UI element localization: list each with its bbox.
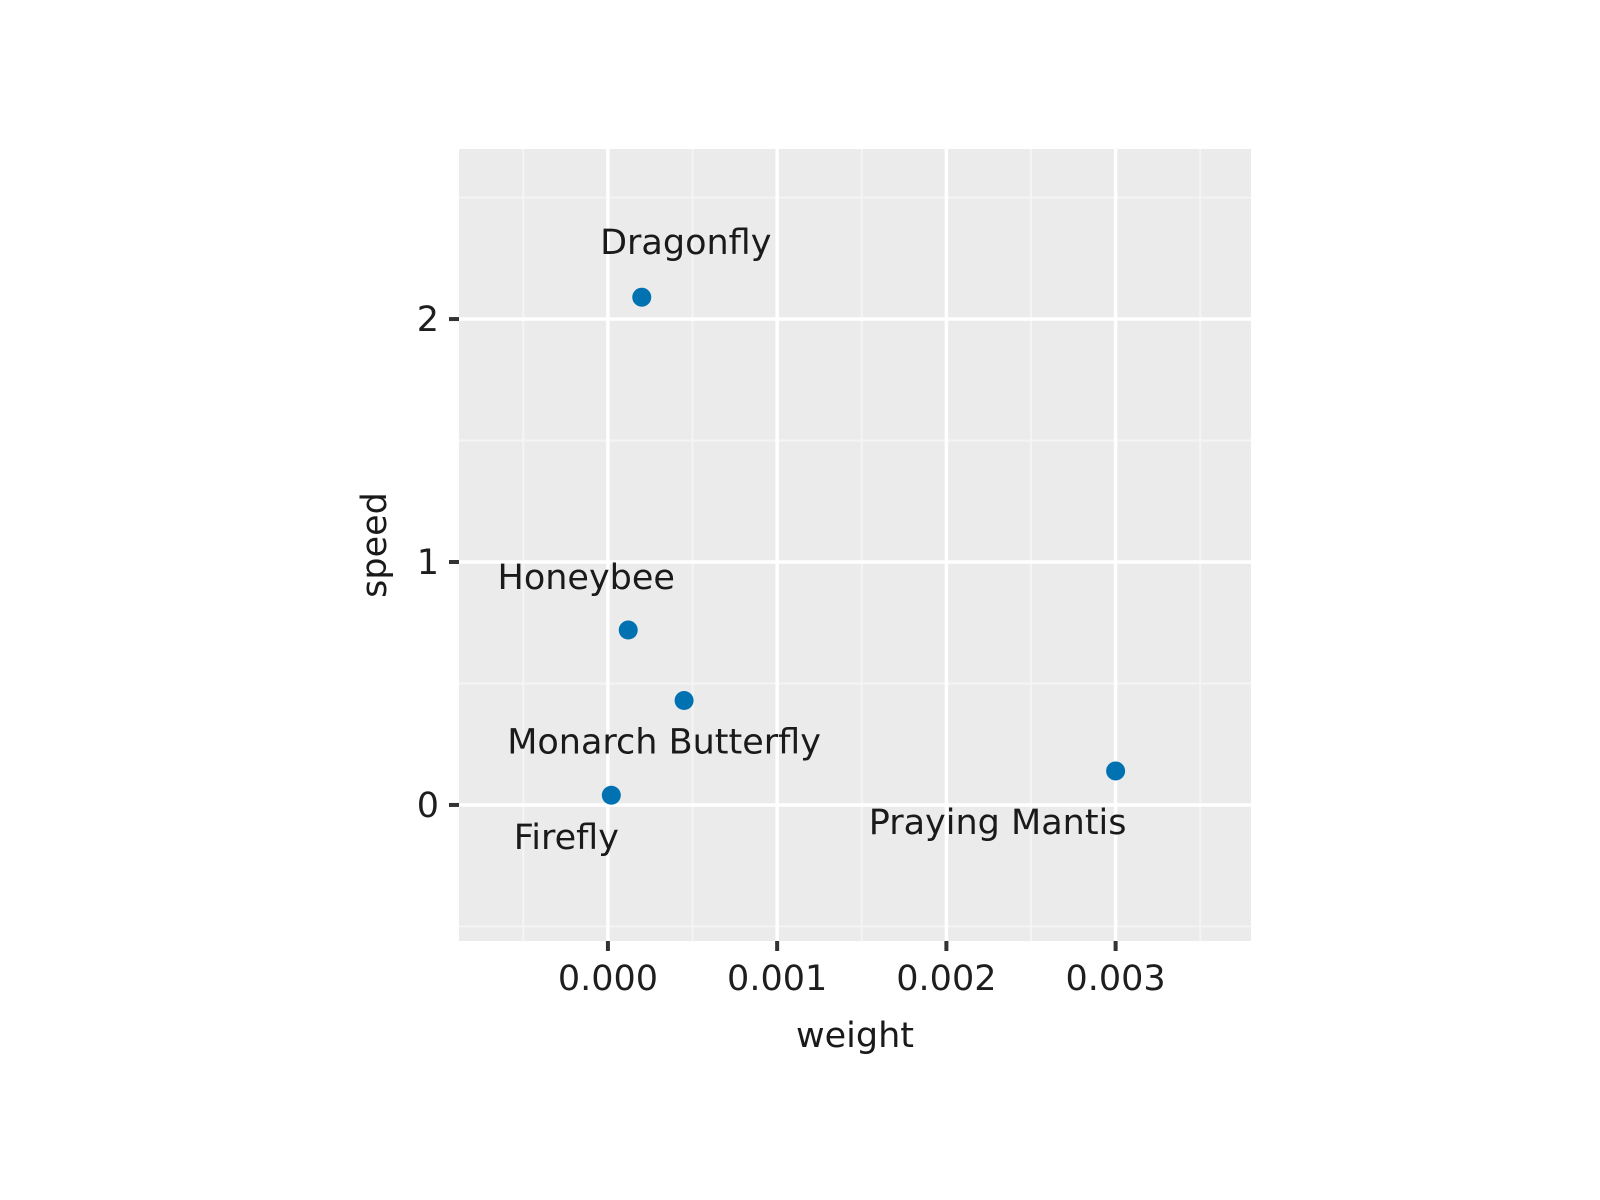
y-tick-label: 2 (417, 300, 439, 340)
axis-ticks (449, 317, 1118, 951)
y-axis-title: speed (355, 492, 395, 598)
y-tick-label: 0 (417, 786, 439, 826)
point-label: Praying Mantis (869, 803, 1127, 843)
y-tick-label: 1 (417, 543, 439, 583)
data-point (601, 785, 621, 805)
point-label: Dragonfly (600, 223, 771, 263)
grid-minor-lines (459, 149, 1251, 941)
x-tick-label: 0.002 (896, 959, 996, 999)
plot-panel (459, 149, 1251, 941)
data-point (1106, 761, 1126, 781)
tick-labels: 0.000 0.001 0.002 0.003 0 1 2 (417, 300, 1166, 999)
data-point (618, 620, 638, 640)
x-tick-label: 0.000 (558, 959, 658, 999)
x-tick-label: 0.001 (727, 959, 827, 999)
point-label: Monarch Butterfly (507, 722, 821, 762)
x-tick-label: 0.003 (1066, 959, 1166, 999)
grid-major-lines (459, 149, 1251, 941)
data-points (601, 287, 1126, 805)
data-point (632, 287, 652, 307)
x-axis-title: weight (796, 1016, 914, 1056)
point-labels: Dragonfly Honeybee Monarch Butterfly Firefl… (498, 223, 1127, 858)
point-label: Honeybee (498, 558, 675, 598)
data-point (674, 690, 694, 710)
point-label: Firefly (514, 818, 619, 858)
